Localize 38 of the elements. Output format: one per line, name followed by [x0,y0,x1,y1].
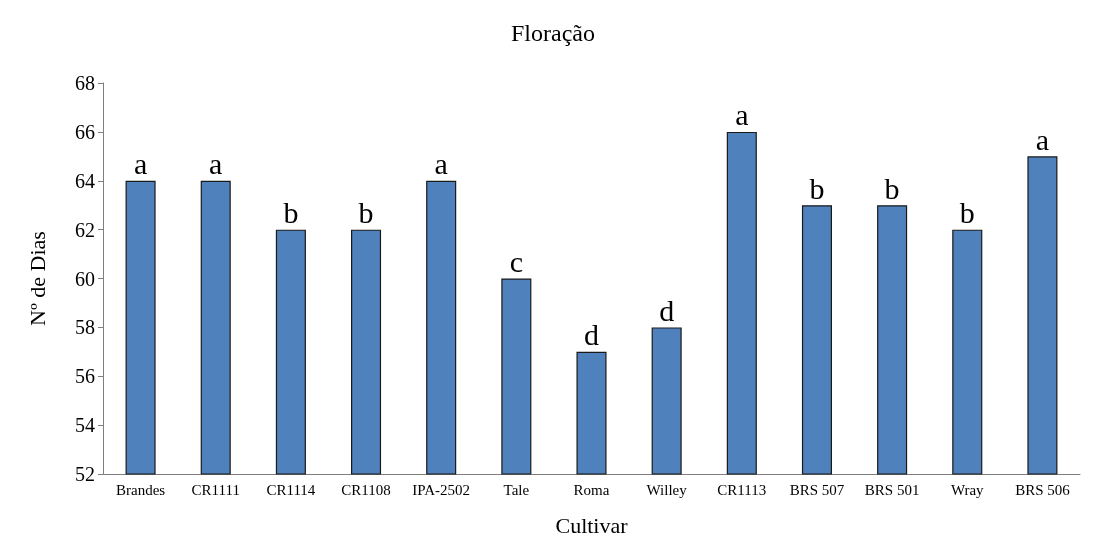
y-tick-label: 54 [75,414,95,437]
y-tick-label: 56 [75,365,95,388]
x-axis-title: Cultivar [555,512,629,538]
annotation: d [584,318,599,352]
annotation: b [809,171,825,205]
y-tick-label: 60 [75,267,95,290]
x-tick-label: Willey [646,481,688,498]
chart-title: Floração [511,20,595,46]
x-tick-label: BRS 506 [1015,481,1071,498]
y-tick-label: 66 [75,120,95,143]
annotation: c [509,245,524,278]
y-tick-label: 52 [75,463,95,485]
annotation: b [959,196,975,230]
x-tick-label: IPA-2502 [412,481,471,498]
annotation: a [434,147,448,181]
annotation: b [283,196,299,230]
y-axis-title: Nº de Dias [24,231,50,326]
annotation: a [133,147,148,181]
annotation: b [358,196,374,230]
annotation: a [735,98,749,132]
x-tick-label: Roma [573,481,610,498]
annotation: a [1035,122,1050,156]
x-tick-label: CR1111 [191,481,240,498]
x-tick-label: Wray [950,481,985,498]
annotation: a [209,147,223,181]
x-tick-label: BRS 507 [789,481,845,498]
y-tick-label: 68 [75,72,95,94]
x-tick-label: Brandes [116,481,166,498]
x-tick-label: CR1114 [266,481,316,498]
annotation: d [659,293,675,327]
x-tick-label: CR1108 [341,481,391,498]
y-tick-label: 62 [75,218,95,241]
y-tick-label: 64 [75,169,95,192]
y-tick-label: 58 [75,316,95,339]
annotation: b [884,171,900,205]
x-tick-label: Tale [503,481,530,498]
x-tick-label: BRS 501 [864,481,920,498]
x-tick-label: CR1113 [717,481,767,498]
